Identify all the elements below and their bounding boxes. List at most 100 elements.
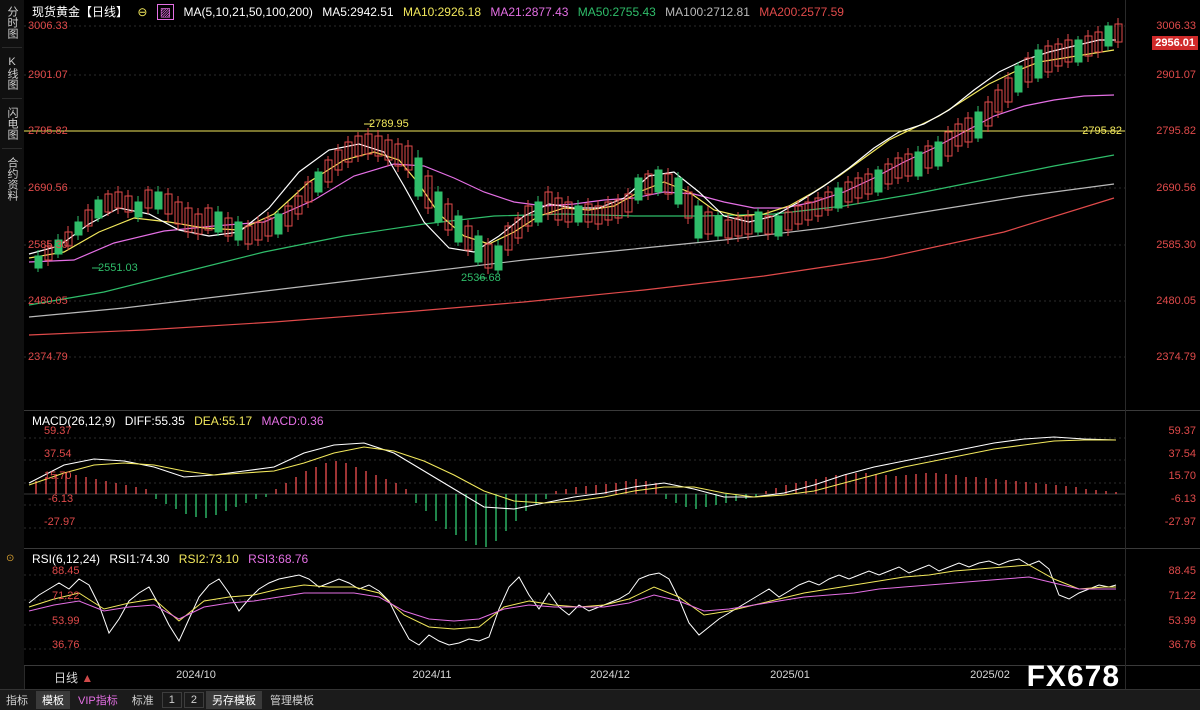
macd-axis-right-1: 37.54 xyxy=(1168,448,1196,460)
last-price-badge: 2956.01 xyxy=(1152,36,1198,50)
rsi-axis-left-2: 53.99 xyxy=(52,615,80,627)
rsi-axis-left-3: 36.76 xyxy=(52,639,80,651)
ma5-value: MA5:2942.51 xyxy=(322,5,394,19)
price-chart-svg xyxy=(24,18,1126,358)
macd-dea-line xyxy=(28,439,1116,504)
bottom-save-template[interactable]: 另存模板 xyxy=(205,691,262,709)
time-tick-2: 2024/12 xyxy=(590,669,630,681)
macd-axis-left-0: 59.37 xyxy=(44,425,72,437)
ma10-value: MA10:2926.18 xyxy=(402,5,482,19)
macd-diff-value: DIFF:55.35 xyxy=(124,414,185,428)
macd-axis-left-4: -27.97 xyxy=(44,516,76,528)
macd-axis-right-2: 15.70 xyxy=(1168,470,1196,482)
time-tick-3: 2025/01 xyxy=(770,669,810,681)
bottom-toolbar: 指标 模板 VIP指标 标准 1 2 另存模板 管理模板 xyxy=(0,689,1200,710)
macd-axis-left-1: 37.54 xyxy=(44,448,72,460)
macd-diff-line xyxy=(28,436,1117,510)
sidebar-divider xyxy=(2,98,22,99)
price-axis-left-4: 2585.30 xyxy=(28,239,68,251)
price-axis-right-4: 2585.30 xyxy=(1156,239,1196,251)
ma50-value: MA50:2755.43 xyxy=(577,5,656,19)
ma200-value: MA200:2577.59 xyxy=(759,5,844,19)
rsi1-value: RSI1:74.30 xyxy=(109,552,170,566)
rsi-axis-right-3: 36.76 xyxy=(1168,639,1196,651)
price-axis-right-1: 2901.07 xyxy=(1156,69,1196,81)
bottom-manage-template[interactable]: 管理模板 xyxy=(269,695,314,707)
sidebar-item-contract-info[interactable]: 合约资料 xyxy=(0,151,24,207)
bottom-standard[interactable]: 标准 xyxy=(131,695,154,707)
rsi-axis-left-0: 88.45 xyxy=(52,565,80,577)
macd-dea-value: DEA:55.17 xyxy=(194,414,253,428)
price-axis-left-2: 2795.82 xyxy=(28,125,68,137)
rsi3-line xyxy=(28,576,1116,622)
macd-axis-right-0: 59.37 xyxy=(1168,425,1196,437)
rsi-axis-right-2: 53.99 xyxy=(1168,615,1196,627)
price-axis-right-2: 2795.82 xyxy=(1156,125,1196,137)
macd-header: MACD(26,12,9) DIFF:55.35 DEA:55.17 MACD:… xyxy=(32,414,330,428)
instrument-title[interactable]: 现货黄金【日线】 xyxy=(32,5,129,19)
sidebar-item-flash-chart[interactable]: 闪电图 xyxy=(0,101,24,146)
price-axis-left-5: 2480.05 xyxy=(28,295,68,307)
ma50-line xyxy=(28,154,1115,306)
price-axis-left-0: 3006.33 xyxy=(28,20,68,32)
rsi1-line xyxy=(28,558,1117,646)
bottom-page-2[interactable]: 2 xyxy=(183,692,204,708)
rsi-axis-right-0: 88.45 xyxy=(1168,565,1196,577)
start-label: 2551.03 xyxy=(98,262,138,274)
price-axis-left-6: 2374.79 xyxy=(28,351,68,363)
macd-pane[interactable]: MACD(26,12,9) DIFF:55.35 DEA:55.17 MACD:… xyxy=(24,411,1126,548)
sidebar-item-label: 闪电图 xyxy=(6,107,18,140)
pane-divider-3 xyxy=(24,665,1200,666)
candlestick-series xyxy=(34,18,1123,274)
rsi2-line xyxy=(28,564,1116,630)
time-tick-0: 2024/10 xyxy=(176,669,216,681)
sidebar-item-k-chart[interactable]: K线图 xyxy=(0,50,24,96)
period-label[interactable]: 日线 ▲ xyxy=(54,669,93,686)
rsi-pane[interactable]: RSI(6,12,24) RSI1:74.30 RSI2:73.10 RSI3:… xyxy=(6,549,1126,665)
ma21-line xyxy=(28,94,1115,263)
price-pane[interactable]: 现货黄金【日线】 ⊖ ▨ MA(5,10,21,50,100,200) MA5:… xyxy=(24,0,1126,410)
ma100-value: MA100:2712.81 xyxy=(665,5,750,19)
price-axis-left-1: 2901.07 xyxy=(28,69,68,81)
macd-histogram xyxy=(35,461,1117,547)
ma21-value: MA21:2877.43 xyxy=(490,5,569,19)
bottom-indicators[interactable]: 指标 xyxy=(6,695,28,707)
macd-axis-right-4: -27.97 xyxy=(1164,516,1196,528)
rsi2-value: RSI2:73.10 xyxy=(178,552,239,566)
rsi-axis-right-1: 71.22 xyxy=(1168,590,1196,602)
ma200-line xyxy=(28,197,1115,336)
price-axis-right-5: 2480.05 xyxy=(1156,295,1196,307)
rsi-gridlines xyxy=(24,574,1126,650)
rsi-header: RSI(6,12,24) RSI1:74.30 RSI2:73.10 RSI3:… xyxy=(32,552,314,566)
rsi-collapse-icon[interactable]: ⊙ xyxy=(6,553,15,564)
right-price-axis[interactable]: 3006.33 2901.07 2795.82 2690.56 2585.30 … xyxy=(1125,0,1200,690)
macd-axis-right-3: -6.13 xyxy=(1170,493,1196,505)
macd-axis-left-2: 15.70 xyxy=(44,470,72,482)
bottom-vip-indicators[interactable]: VIP指标 xyxy=(78,695,118,707)
bottom-template[interactable]: 模板 xyxy=(36,691,70,709)
time-axis: 日线 ▲ 2024/10 2024/11 2024/12 2025/01 202… xyxy=(24,665,1126,689)
sidebar-item-label: K线图 xyxy=(6,56,18,90)
rsi3-value: RSI3:68.76 xyxy=(248,552,309,566)
period-up-icon: ▲ xyxy=(81,671,94,685)
macd-value: MACD:0.36 xyxy=(261,414,324,428)
pane-divider-1 xyxy=(24,410,1200,411)
circle-minus-icon[interactable]: ⊖ xyxy=(137,5,148,19)
low-label: 2536.68 xyxy=(461,272,501,284)
price-gridlines xyxy=(24,25,1126,358)
marker-ticks xyxy=(92,123,487,279)
ma-icon[interactable]: ▨ xyxy=(156,4,175,20)
hline-value-label: 2795.82 xyxy=(1082,125,1122,137)
rsi-chart-svg xyxy=(24,558,1126,650)
bottom-page-1[interactable]: 1 xyxy=(161,692,182,708)
price-header: 现货黄金【日线】 ⊖ ▨ MA(5,10,21,50,100,200) MA5:… xyxy=(32,3,850,20)
price-axis-right-6: 2374.79 xyxy=(1156,351,1196,363)
sidebar-item-minute-chart[interactable]: 分时图 xyxy=(0,0,24,45)
time-tick-4: 2025/02 xyxy=(970,669,1010,681)
ma100-line xyxy=(28,183,1115,318)
watermark: FX678 xyxy=(1026,660,1120,693)
sidebar-divider xyxy=(2,47,22,48)
pane-divider-2 xyxy=(24,548,1200,549)
rsi-axis-left-1: 71.22 xyxy=(52,590,80,602)
time-tick-1: 2024/11 xyxy=(412,669,452,681)
